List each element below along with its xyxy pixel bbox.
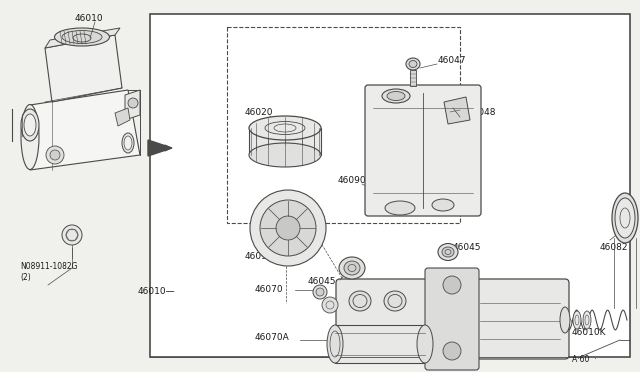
Text: 46045: 46045 — [453, 243, 481, 252]
Text: 46048: 46048 — [468, 108, 497, 117]
Polygon shape — [125, 90, 140, 120]
Polygon shape — [45, 35, 122, 102]
Ellipse shape — [438, 244, 458, 260]
Bar — [227, 27, 460, 223]
Ellipse shape — [612, 193, 638, 243]
Polygon shape — [249, 128, 321, 155]
Text: 46010—: 46010— — [138, 287, 175, 296]
Text: 46020: 46020 — [245, 108, 273, 117]
Text: 46010K: 46010K — [572, 328, 607, 337]
Ellipse shape — [339, 257, 365, 279]
Circle shape — [250, 190, 326, 266]
Circle shape — [276, 216, 300, 240]
Ellipse shape — [442, 247, 454, 257]
Ellipse shape — [573, 311, 581, 329]
Ellipse shape — [24, 114, 36, 136]
Text: 46010: 46010 — [75, 14, 104, 23]
Ellipse shape — [385, 201, 415, 215]
Ellipse shape — [21, 105, 39, 170]
Ellipse shape — [249, 143, 321, 167]
Text: A·60  ·: A·60 · — [572, 355, 596, 364]
FancyBboxPatch shape — [425, 268, 479, 370]
Ellipse shape — [615, 198, 635, 238]
Ellipse shape — [406, 58, 420, 70]
Ellipse shape — [349, 291, 371, 311]
FancyBboxPatch shape — [336, 279, 569, 359]
Polygon shape — [45, 28, 120, 48]
Ellipse shape — [382, 89, 410, 103]
Bar — [150, 14, 630, 357]
Polygon shape — [444, 97, 470, 124]
Circle shape — [46, 146, 64, 164]
Circle shape — [128, 98, 138, 108]
Bar — [410, 70, 416, 86]
Circle shape — [316, 288, 324, 296]
Ellipse shape — [417, 325, 433, 363]
Ellipse shape — [21, 109, 39, 141]
Text: 46070A: 46070A — [255, 333, 290, 342]
Circle shape — [50, 150, 60, 160]
Text: N08911-1082G: N08911-1082G — [20, 262, 77, 271]
Text: 46090: 46090 — [338, 176, 367, 185]
Circle shape — [443, 342, 461, 360]
Polygon shape — [115, 108, 130, 126]
Text: 46093: 46093 — [245, 252, 274, 261]
Circle shape — [443, 276, 461, 294]
Circle shape — [260, 200, 316, 256]
Ellipse shape — [387, 92, 405, 100]
Ellipse shape — [124, 136, 132, 150]
Text: 46045: 46045 — [308, 277, 337, 286]
Polygon shape — [148, 140, 172, 156]
Ellipse shape — [54, 28, 109, 46]
Polygon shape — [335, 325, 425, 363]
Ellipse shape — [409, 61, 417, 67]
Text: 46082: 46082 — [600, 243, 628, 252]
Text: 46070: 46070 — [255, 285, 284, 294]
Text: (2): (2) — [20, 273, 31, 282]
Polygon shape — [30, 90, 140, 170]
FancyBboxPatch shape — [365, 85, 481, 216]
Text: 46047: 46047 — [438, 56, 467, 65]
Ellipse shape — [344, 261, 360, 275]
Ellipse shape — [62, 31, 102, 44]
Ellipse shape — [249, 116, 321, 140]
Circle shape — [62, 225, 82, 245]
Ellipse shape — [384, 291, 406, 311]
Ellipse shape — [122, 133, 134, 153]
Ellipse shape — [327, 325, 343, 363]
Circle shape — [322, 297, 338, 313]
Ellipse shape — [560, 307, 570, 333]
Circle shape — [313, 285, 327, 299]
Ellipse shape — [432, 199, 454, 211]
Ellipse shape — [583, 311, 591, 329]
